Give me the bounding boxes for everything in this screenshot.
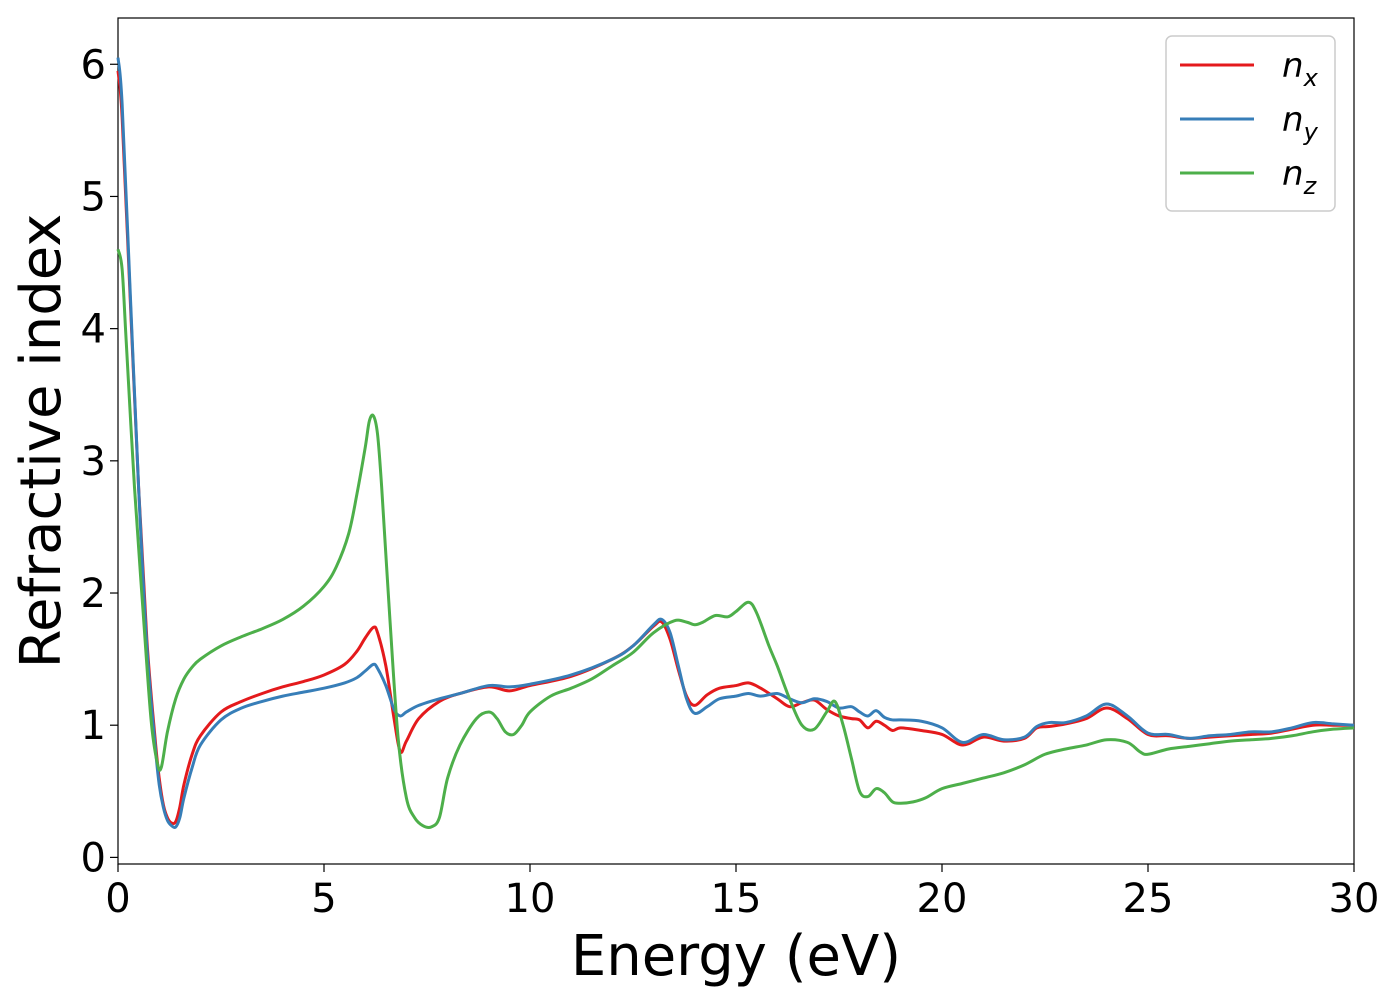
x-tick-label: 30 [1329,876,1380,922]
y-tick-label: 5 [81,174,106,220]
legend-label-nz: nz [1282,154,1318,200]
y-tick-label: 6 [81,42,106,88]
plot-area [116,17,1355,865]
series-line-nz [116,248,1355,830]
legend-box [1165,35,1336,212]
legend: nx ny nz [1165,35,1336,212]
y-tick-label: 3 [81,439,106,485]
x-tick-label: 0 [105,876,130,922]
x-tick-label: 5 [311,876,336,922]
y-tick-label: 0 [81,835,106,881]
x-axis-label: Energy (eV) [571,924,901,989]
x-axis: 0 5 10 15 20 25 30 [105,864,1379,922]
legend-entries: nx ny nz [1180,46,1319,200]
series-group [116,57,1355,830]
y-axis-label: Refractive index [9,214,74,669]
y-tick-label: 4 [81,307,106,353]
x-tick-label: 25 [1123,876,1174,922]
legend-label-ny: ny [1282,100,1319,146]
x-tick-label: 15 [711,876,762,922]
x-tick-label: 10 [505,876,556,922]
y-tick-label: 2 [81,571,106,617]
legend-label-nx: nx [1282,46,1319,92]
plot-frame [117,17,1355,865]
series-line-ny [116,57,1355,829]
y-axis: 0 1 2 3 4 5 6 [81,42,118,881]
x-tick-label: 20 [917,876,968,922]
y-tick-label: 1 [81,703,106,749]
